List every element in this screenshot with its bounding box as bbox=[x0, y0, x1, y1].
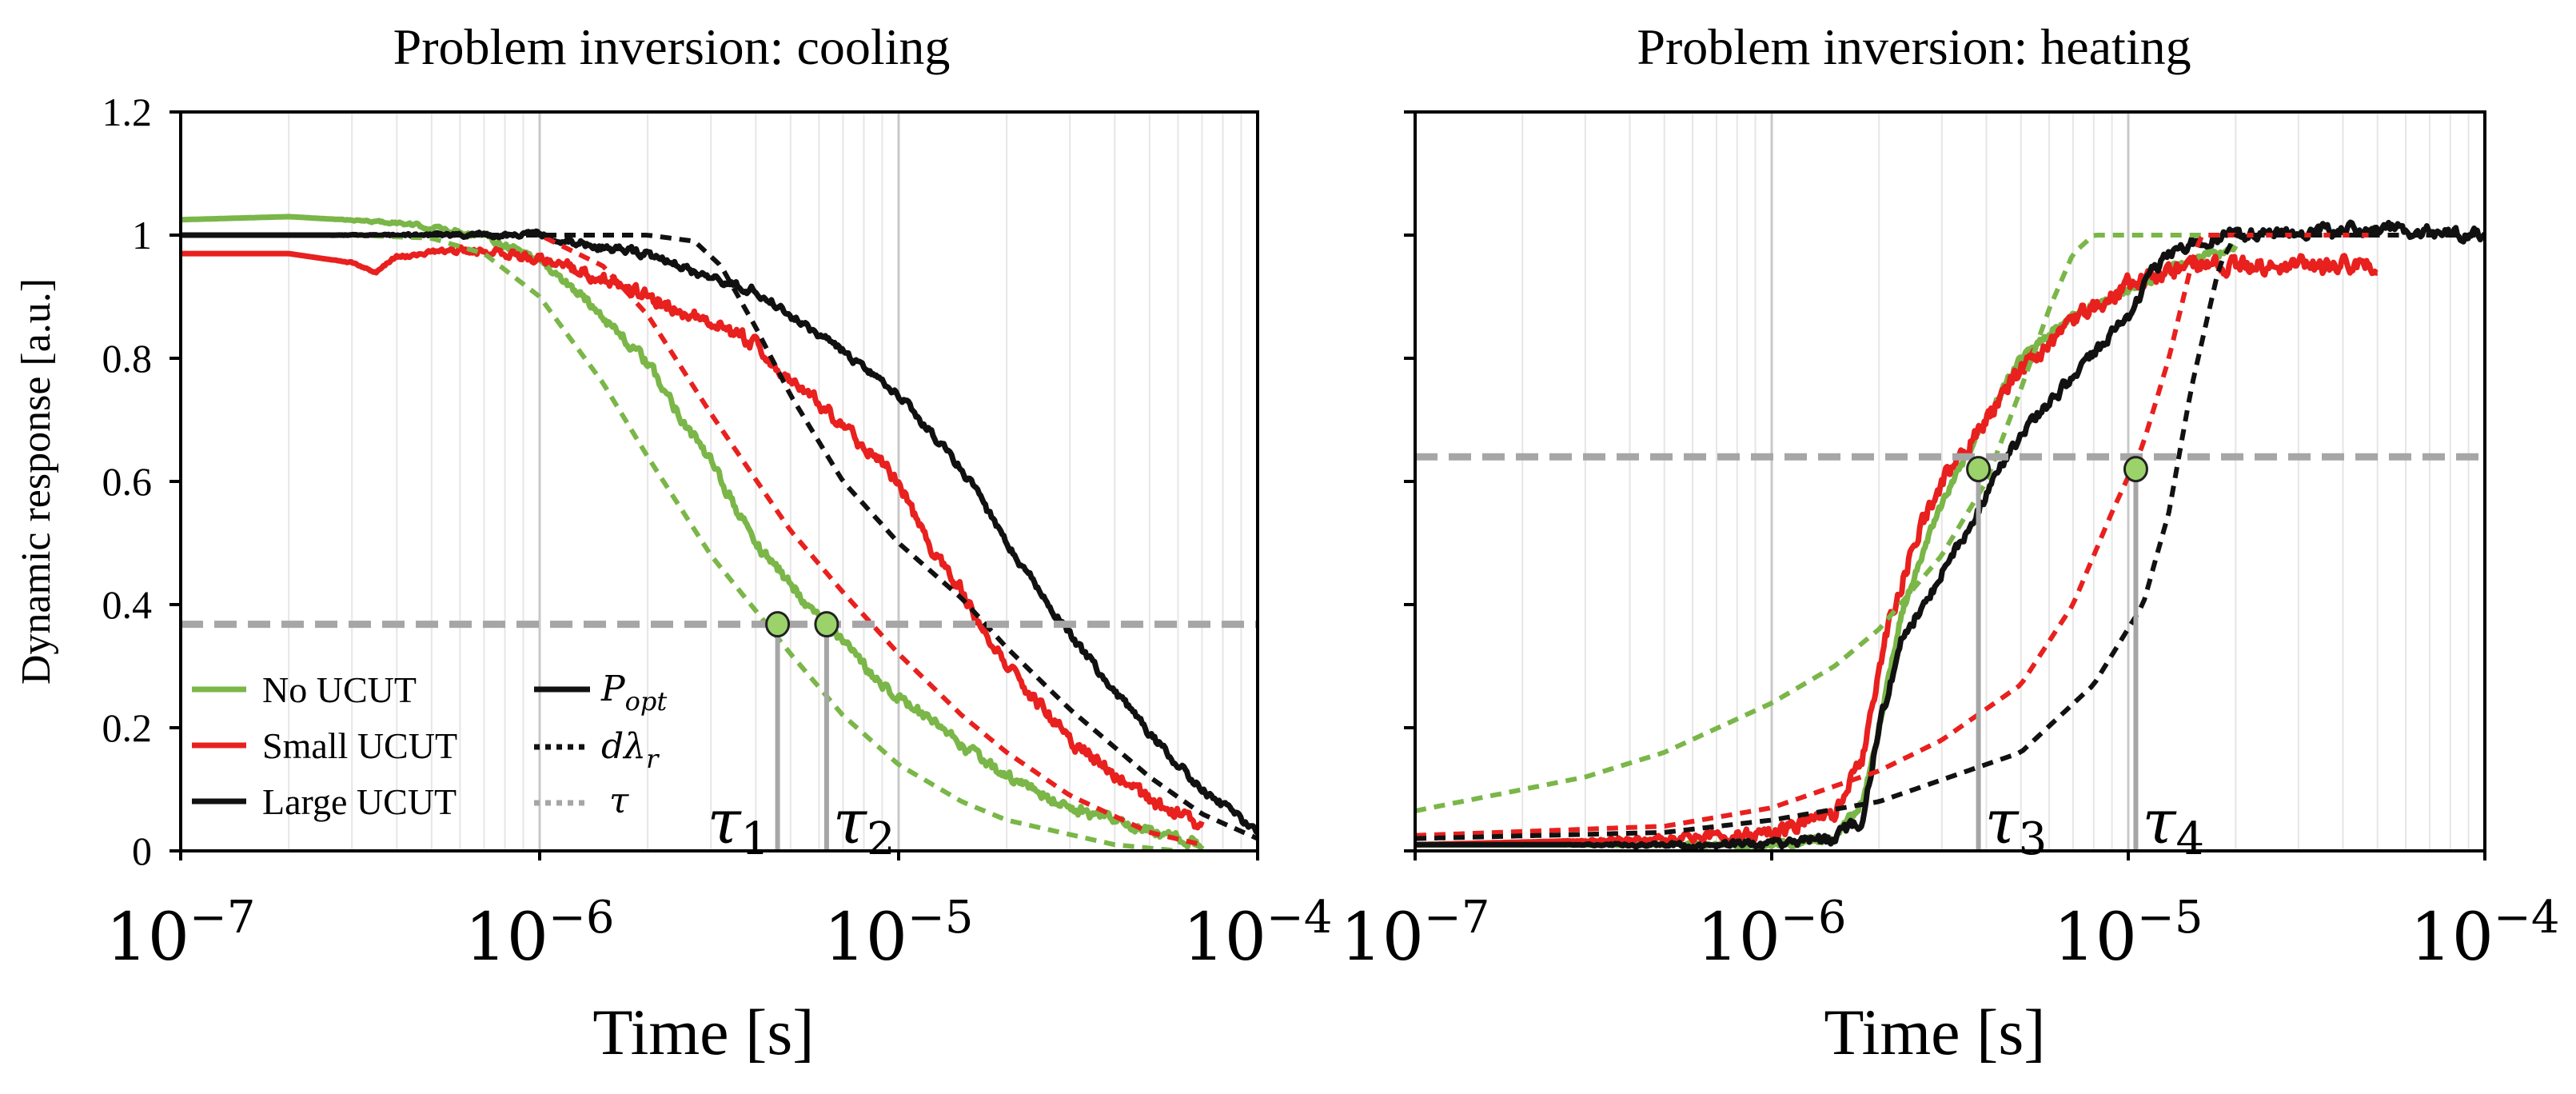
x-tick-label: 10−7 bbox=[1341, 892, 1490, 976]
y-tick-label: 1.2 bbox=[102, 90, 153, 134]
series-large-ucut-d-r bbox=[181, 233, 1258, 841]
x-tick-exponent: −4 bbox=[1266, 892, 1333, 944]
legend-tau-label: τ bbox=[609, 781, 629, 821]
series-small-ucut-p-opt bbox=[1415, 253, 2379, 848]
series-small-ucut-d-r bbox=[181, 233, 1203, 848]
x-tick-label: 10−5 bbox=[824, 892, 974, 976]
tau-4-marker bbox=[2123, 456, 2148, 483]
cooling-x-ticks: 10−7 10−6 10−5 10−4 bbox=[106, 851, 1333, 976]
y-tick-label: 1 bbox=[132, 213, 152, 258]
heating-markers: τ3 τ4 bbox=[1966, 456, 2204, 865]
cooling-markers: τ1 τ2 bbox=[708, 611, 895, 865]
x-tick-base: 10 bbox=[1183, 900, 1266, 976]
legend-dlambda-name: dλ bbox=[601, 726, 646, 767]
heating-x-axis-label: Time [s] bbox=[1824, 996, 2045, 1068]
x-tick-exponent: −4 bbox=[2494, 892, 2560, 944]
x-tick-exponent: −6 bbox=[548, 892, 615, 944]
legend-large-ucut-label: Large UCUT bbox=[262, 781, 457, 822]
heating-x-ticks: 10−7 10−6 10−5 10−4 bbox=[1341, 851, 2560, 976]
x-tick-base: 10 bbox=[2411, 900, 2494, 976]
tau-2-label: τ2 bbox=[833, 786, 895, 865]
x-tick-label: 10−4 bbox=[2411, 892, 2560, 976]
x-tick-exponent: −5 bbox=[907, 892, 974, 944]
y-tick-label: 0.8 bbox=[102, 336, 153, 381]
tau-1-symbol: τ bbox=[708, 786, 743, 857]
x-tick-label: 10−5 bbox=[2054, 892, 2203, 976]
x-tick-label: 10−6 bbox=[1697, 892, 1847, 976]
tau-3-subscript: 3 bbox=[2019, 813, 2048, 865]
tau-1-marker bbox=[765, 611, 791, 638]
tau-3-marker bbox=[1966, 456, 1992, 483]
series-no-ucut-d-r bbox=[181, 233, 1178, 851]
x-tick-base: 10 bbox=[106, 900, 189, 976]
legend-popt-sub: opt bbox=[625, 686, 668, 717]
legend-small-ucut-label: Small UCUT bbox=[262, 725, 457, 766]
x-tick-base: 10 bbox=[1341, 900, 1424, 976]
heating-series bbox=[1415, 219, 2485, 851]
x-tick-exponent: −7 bbox=[189, 892, 256, 944]
tau-4-label: τ4 bbox=[2142, 786, 2204, 865]
cooling-series bbox=[181, 214, 1258, 851]
x-tick-base: 10 bbox=[824, 900, 907, 976]
tau-2-subscript: 2 bbox=[867, 813, 895, 865]
x-tick-base: 10 bbox=[465, 900, 548, 976]
x-tick-exponent: −5 bbox=[2137, 892, 2203, 944]
y-tick-label: 0.2 bbox=[102, 705, 153, 750]
tau-4-symbol: τ bbox=[2142, 786, 2177, 857]
x-tick-label: 10−4 bbox=[1183, 892, 1333, 976]
legend-no-ucut-label: No UCUT bbox=[262, 669, 417, 710]
cooling-y-ticks: 0 0.2 0.4 0.6 0.8 1 1.2 bbox=[102, 90, 181, 873]
y-axis-label: Dynamic response [a.u.] bbox=[14, 278, 59, 685]
tau-4-subscript: 4 bbox=[2175, 813, 2204, 865]
series-no-ucut-d-r bbox=[1415, 233, 2378, 813]
tau-2-marker bbox=[814, 611, 839, 638]
cooling-x-axis-label: Time [s] bbox=[592, 996, 814, 1068]
series-no-ucut-p-opt bbox=[181, 214, 1205, 851]
tau-1-label: τ1 bbox=[708, 786, 770, 865]
x-tick-exponent: −6 bbox=[1780, 892, 1847, 944]
x-tick-base: 10 bbox=[1697, 900, 1780, 976]
cooling-panel: Problem inversion: cooling Dynamic respo… bbox=[14, 18, 1332, 1068]
legend: No UCUT Small UCUT Large UCUT Popt dλr τ bbox=[192, 669, 667, 822]
x-tick-label: 10−7 bbox=[106, 892, 256, 976]
tau-2-symbol: τ bbox=[833, 786, 868, 857]
y-tick-label: 0.6 bbox=[102, 459, 153, 504]
x-tick-base: 10 bbox=[2054, 900, 2137, 976]
series-large-ucut-p-opt bbox=[1415, 219, 2485, 851]
x-tick-exponent: −7 bbox=[1424, 892, 1490, 944]
tau-3-symbol: τ bbox=[1985, 786, 2020, 857]
series-large-ucut-d-r bbox=[1415, 233, 2485, 841]
legend-popt-label: Popt bbox=[600, 669, 667, 717]
legend-dlambda-label: dλr bbox=[601, 726, 660, 774]
tau-3-label: τ3 bbox=[1985, 786, 2048, 865]
tau-1-subscript: 1 bbox=[741, 813, 770, 865]
heating-title: Problem inversion: heating bbox=[1637, 18, 2191, 75]
series-small-ucut-d-r bbox=[1415, 233, 2378, 838]
heating-panel: Problem inversion: heating τ3 τ4 10−7 10−6… bbox=[1341, 18, 2560, 1068]
heating-y-ticks bbox=[1404, 110, 1415, 852]
x-tick-label: 10−6 bbox=[465, 892, 615, 976]
y-tick-label: 0 bbox=[132, 828, 152, 873]
cooling-title: Problem inversion: cooling bbox=[393, 18, 951, 75]
legend-popt-name: P bbox=[600, 669, 626, 709]
y-tick-label: 0.4 bbox=[102, 582, 153, 627]
legend-dlambda-sub: r bbox=[646, 744, 660, 774]
series-small-ucut-p-opt bbox=[181, 244, 1205, 831]
